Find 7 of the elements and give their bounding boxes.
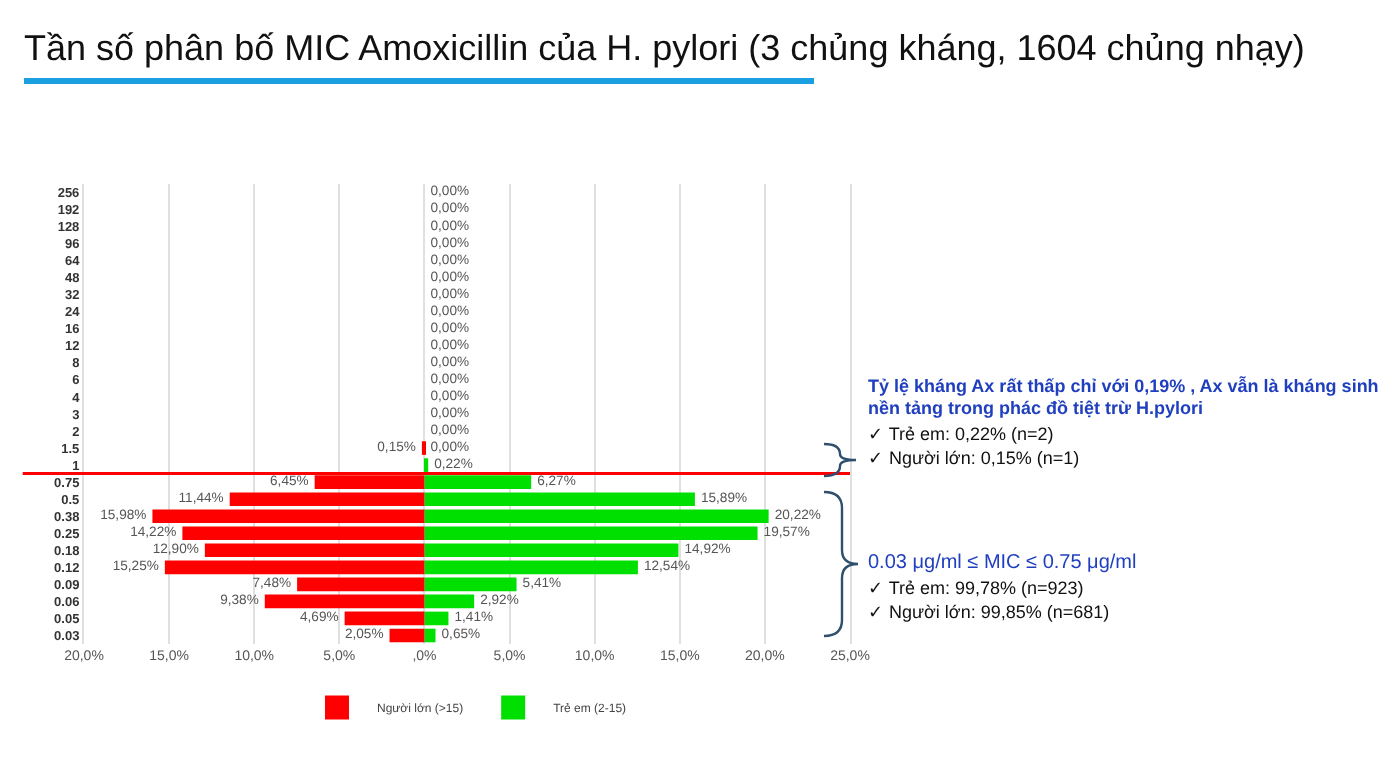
text: 0.03 μg/ml ≤ MIC ≤ 0.75 μg/ml — [868, 552, 1137, 574]
text: ✓ Người lớn: 99,85% (n=681) — [868, 602, 1110, 624]
chart-title: Tần số phân bố MIC Amoxicillin của H. pylori (3 chủng kháng, 1604 chủng nhạy) — [24, 28, 1305, 70]
text: ✓ Trẻ em: 0,22% (n=2) — [868, 424, 1054, 446]
text: ✓ Người lớn: 0,15% (n=1) — [868, 448, 1080, 470]
text: Tỷ lệ kháng Ax rất thấp chỉ với 0,19% , Ax vẫn là kháng sinh nền tảng trong phác đồ tiệt trừ H.pylori — [868, 376, 1381, 420]
text: ✓ Trẻ em: 99,78% (n=923) — [868, 578, 1084, 600]
